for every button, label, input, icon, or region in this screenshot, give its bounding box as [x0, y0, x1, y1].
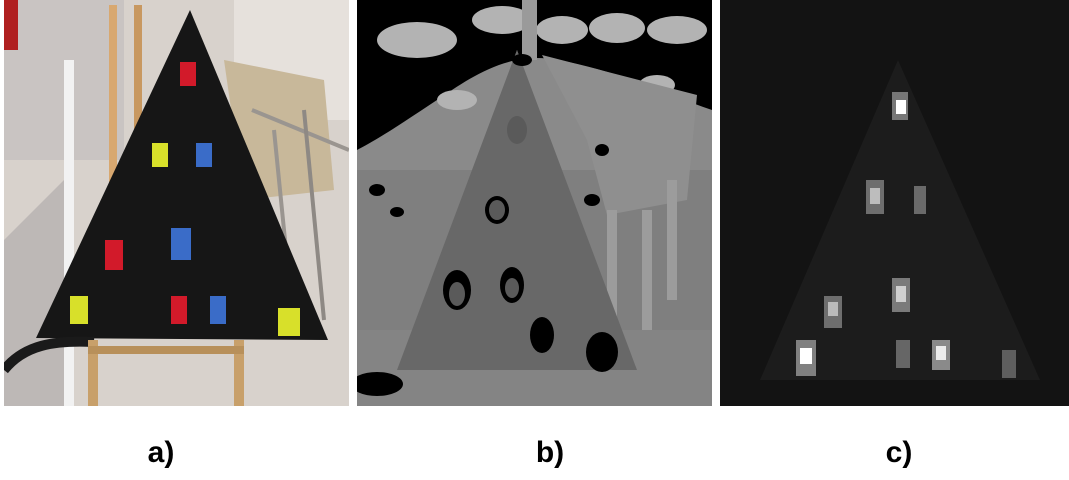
- intensity-map-panel: [720, 0, 1069, 406]
- rgb-photo-image: [4, 0, 349, 406]
- caption-a: a): [147, 436, 175, 469]
- depth-map-image: [357, 0, 712, 406]
- depth-map-panel: [357, 0, 712, 406]
- caption-c: c): [885, 436, 913, 469]
- intensity-map-image: [720, 0, 1069, 406]
- hotspots: [796, 92, 1016, 378]
- caption-b: b): [535, 436, 565, 469]
- rgb-photo-panel: [4, 0, 349, 406]
- board-markers: [70, 62, 300, 336]
